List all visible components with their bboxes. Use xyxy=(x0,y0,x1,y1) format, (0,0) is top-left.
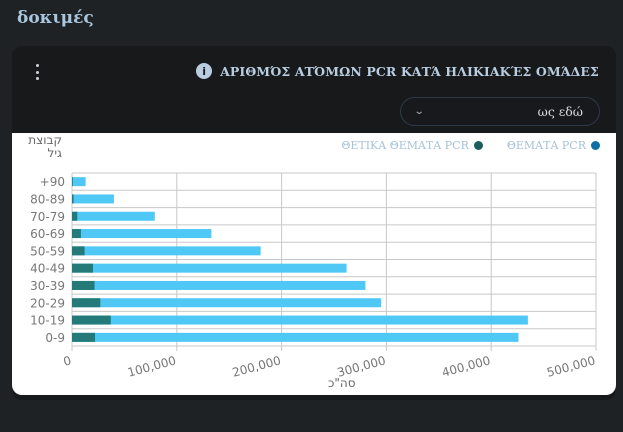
bar-total[interactable] xyxy=(72,332,519,342)
info-icon[interactable]: i xyxy=(196,63,213,79)
period-select-value: ως εδώ xyxy=(537,104,583,119)
legend-label-total: ΘΕΜΑΤΑ PCR xyxy=(506,139,586,152)
legend-label-positive: ΘΕΤΙΚΑ ΘΕΜΑΤΑ PCR xyxy=(341,139,469,152)
bar-total[interactable] xyxy=(72,263,347,273)
y-tick-label: 30-39 xyxy=(30,279,65,293)
bar-positive[interactable] xyxy=(72,211,78,221)
kebab-menu-icon[interactable] xyxy=(32,64,42,80)
x-tick-label: 200,000 xyxy=(231,353,283,379)
bar-positive[interactable] xyxy=(72,194,74,204)
y-tick-label: 60-69 xyxy=(30,227,65,241)
y-axis-title-line2: גיל xyxy=(47,146,62,160)
y-tick-label: 0-9 xyxy=(45,331,65,345)
bar-positive[interactable] xyxy=(72,177,73,187)
bar-total[interactable] xyxy=(72,280,366,290)
y-tick-label: 20-29 xyxy=(30,296,65,310)
bar-positive[interactable] xyxy=(72,280,95,290)
y-tick-label: 80-89 xyxy=(30,192,65,206)
y-tick-label: 70-79 xyxy=(30,210,65,224)
page-title: δοκιμές xyxy=(17,8,94,28)
bar-total[interactable] xyxy=(72,246,261,256)
y-tick-label: +90 xyxy=(40,175,65,189)
bar-positive[interactable] xyxy=(72,229,81,239)
bar-total[interactable] xyxy=(72,298,382,308)
bar-positive[interactable] xyxy=(72,263,93,273)
bar-chart: 0 100,000 200,000 300,000 400,000 500,000+908… xyxy=(30,172,597,380)
period-select[interactable]: ⌄ ως εδώ xyxy=(400,97,600,126)
chevron-down-icon: ⌄ xyxy=(413,106,425,117)
legend-item-total[interactable]: ΘΕΜΑΤΑ PCR xyxy=(507,139,600,152)
bar-positive[interactable] xyxy=(72,246,85,256)
x-tick-label: 400,000 xyxy=(440,353,492,379)
bar-total[interactable] xyxy=(72,177,86,187)
x-tick-label: 0 xyxy=(62,353,73,369)
chart-legend: ΘΕΤΙΚΑ ΘΕΜΑΤΑ PCR ΘΕΜΑΤΑ PCR xyxy=(341,139,600,152)
y-axis-title: קבוצת גיל xyxy=(22,134,62,160)
bar-total[interactable] xyxy=(72,194,114,204)
bar-positive[interactable] xyxy=(72,332,96,342)
x-tick-label: 100,000 xyxy=(126,353,178,379)
chart-header: i ΑΡΙΘΜΌΣ ΑΤΌΜΩΝ PCR ΚΑΤΆ ΗΛΙΚΙΑΚΈΣ ΟΜΆΔ… xyxy=(196,63,599,79)
x-tick-label: 500,000 xyxy=(545,353,597,379)
bar-total[interactable] xyxy=(72,229,212,239)
x-axis-title: סה"כ xyxy=(328,376,356,390)
chart-title: ΑΡΙΘΜΌΣ ΑΤΌΜΩΝ PCR ΚΑΤΆ ΗΛΙΚΙΑΚΈΣ ΟΜΆΔΕΣ xyxy=(220,63,599,79)
y-tick-label: 10-19 xyxy=(30,314,65,328)
legend-item-positive[interactable]: ΘΕΤΙΚΑ ΘΕΜΑΤΑ PCR xyxy=(341,139,483,152)
chart-card: i ΑΡΙΘΜΌΣ ΑΤΌΜΩΝ PCR ΚΑΤΆ ΗΛΙΚΙΑΚΈΣ ΟΜΆΔ… xyxy=(12,46,616,400)
chart-plot-area: קבוצת גיל ΘΕΤΙΚΑ ΘΕΜΑΤΑ PCR ΘΕΜΑΤΑ PCR 0… xyxy=(12,133,616,395)
y-axis-title-line1: קבוצת xyxy=(28,133,62,147)
legend-dot-icon xyxy=(473,141,483,150)
bar-positive[interactable] xyxy=(72,298,101,308)
y-tick-label: 50-59 xyxy=(30,244,65,258)
bar-total[interactable] xyxy=(72,315,528,325)
legend-dot-icon xyxy=(591,141,600,150)
y-tick-label: 40-49 xyxy=(30,262,65,276)
bar-positive[interactable] xyxy=(72,315,111,325)
bar-total[interactable] xyxy=(72,211,155,221)
